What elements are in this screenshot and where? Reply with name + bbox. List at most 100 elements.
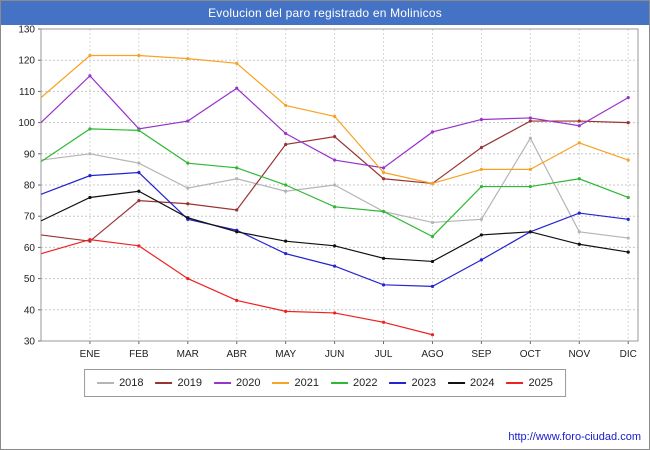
data-point-2018 [577,230,581,234]
data-point-2021 [88,53,92,58]
data-point-2023 [381,283,386,287]
footer-url[interactable]: http://www.foro-ciudad.com [508,431,641,443]
x-tick-label: MAR [177,349,199,360]
legend-label-2025: 2025 [528,377,553,389]
data-point-2024 [528,230,532,234]
legend-label-2018: 2018 [119,377,144,389]
data-point-2021 [626,158,630,162]
legend-swatch-2024 [447,382,465,384]
data-point-2023 [626,217,630,221]
legend-label-2023: 2023 [411,377,436,389]
data-point-2024 [333,244,337,248]
x-tick-label: AGO [421,349,443,360]
legend-label-2022: 2022 [353,377,378,389]
data-point-2018 [528,136,532,140]
data-point-2023 [479,258,484,262]
data-point-2019 [577,119,581,123]
line-chart-canvas: 30 40 50 60 70 80 90 100 110 120 130 ENE FEB MAR ABR MA… [18,25,639,360]
data-point-2025 [186,277,190,281]
data-point-2024 [186,216,190,220]
legend: 2018 2019 2020 2021 2022 2023 2024 2025 [84,369,566,397]
data-point-2021 [284,103,288,108]
data-point-2025 [333,311,337,315]
data-point-2023 [577,211,581,215]
legend-item-2022: 2022 [331,377,377,389]
data-point-2020 [235,86,239,90]
x-tick-label: ABR [226,349,247,360]
x-tick-label: OCT [520,349,541,360]
legend-swatch-2023 [389,382,407,384]
legend-item-2023: 2023 [389,377,436,389]
y-tick-label: 110 [19,87,35,98]
data-point-2022 [626,195,630,200]
data-point-2025 [88,238,92,242]
data-point-2018 [479,217,484,221]
data-point-2019 [528,119,532,123]
data-point-2022 [528,184,532,189]
data-point-2021 [479,167,484,171]
data-point-2018 [137,161,141,165]
data-point-2025 [284,309,288,313]
chart-title: Evolucion del paro registrado en Molinic… [1,1,649,25]
data-point-2024 [381,256,386,260]
data-point-2022 [186,161,190,165]
legend-swatch-2021 [272,382,290,384]
data-point-2019 [284,142,288,147]
y-tick-label: 90 [24,149,36,160]
data-point-2020 [88,74,92,78]
data-point-2025 [381,320,386,324]
data-point-2018 [186,186,190,190]
data-point-2022 [333,205,337,209]
x-tick-label: SEP [471,349,491,360]
y-tick-label: 100 [18,118,35,129]
data-point-2023 [88,174,92,178]
x-tick-label: DIC [620,349,637,360]
legend-item-2020: 2020 [214,377,261,389]
legend-label-2020: 2020 [236,377,261,389]
data-point-2021 [137,53,141,58]
data-point-2024 [235,230,239,234]
data-point-2022 [235,166,239,170]
data-point-2022 [430,234,435,239]
y-tick-label: 60 [24,243,36,254]
data-point-2024 [577,242,581,246]
data-point-2018 [284,189,288,193]
data-point-2025 [235,298,239,303]
plot-border [40,28,639,342]
data-point-2020 [626,96,630,100]
legend-label-2021: 2021 [294,377,319,389]
data-point-2020 [528,116,532,120]
legend-swatch-2019 [155,382,173,384]
data-point-2018 [333,183,337,187]
data-point-2018 [626,236,630,240]
data-point-2020 [479,117,484,122]
x-tick-label: FEB [129,349,149,360]
data-point-2022 [381,209,386,214]
legend-swatch-2022 [331,382,348,384]
data-point-2023 [284,252,288,256]
data-point-2022 [479,184,484,189]
legend-item-2018: 2018 [97,377,144,389]
data-point-2021 [186,57,190,61]
y-tick-label: 80 [24,181,36,192]
data-point-2018 [430,220,435,225]
data-point-2022 [577,177,581,181]
data-point-2025 [430,333,435,337]
legend-swatch-2020 [214,382,232,384]
data-point-2023 [137,170,141,175]
data-point-2021 [333,114,337,118]
y-tick-label: 40 [24,305,36,316]
data-point-2019 [626,121,630,125]
data-point-2019 [381,177,386,181]
y-tick-label: 130 [18,25,35,36]
x-tick-label: ENE [80,349,101,360]
x-tick-label: JUN [325,349,344,360]
data-point-2021 [381,170,386,175]
data-point-2024 [479,233,484,237]
y-tick-label: 30 [24,337,36,348]
x-tick-label: MAY [275,349,296,360]
data-point-2022 [88,127,92,131]
data-point-2019 [186,202,190,206]
data-point-2020 [284,131,288,136]
y-tick-label: 70 [24,212,36,223]
